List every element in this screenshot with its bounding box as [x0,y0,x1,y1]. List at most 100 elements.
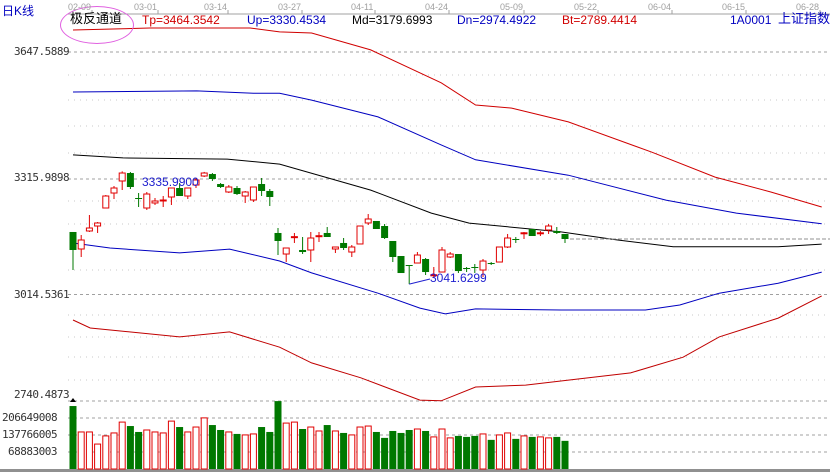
low-annotation-leader [409,278,431,285]
volume-bar-up [118,421,126,470]
md-channel-line [72,154,822,248]
high-annotation: 3335.9900 [142,175,199,189]
volume-bar-down [528,436,536,469]
volume-bar-up [110,432,118,470]
low-annotation: 3041.6299 [430,271,487,285]
dn-value: Dn=2974.4922 [457,13,537,27]
volume-bar-down [454,435,462,469]
volume-bar-up [331,430,339,470]
candle-body-down [561,233,569,239]
candle-body-up [348,246,356,253]
date-tick-label: 04-11 [351,2,374,12]
candle-body-up [249,186,257,201]
candle-body-up [536,232,544,235]
candle-body-down [463,268,471,269]
candle-body-down [69,231,77,250]
candle-body-up [94,222,102,227]
candle-body-up [282,247,290,255]
up-value: Up=3330.4534 [247,13,327,27]
date-tick-label: 05-22 [574,2,598,12]
volume-bar-up [200,417,208,470]
volume-bar-down [405,429,413,469]
volume-bar-down [381,437,389,469]
candle-body-up [143,193,151,209]
volume-bar-down [512,438,520,469]
stock-code: 1A0001 [730,13,772,27]
volume-bar-up [520,435,528,470]
stock-name: 上证指数 [778,11,830,26]
price-label: 3647.5889 [14,45,70,58]
candle-body-up [315,235,323,238]
volume-bar-up [438,428,446,470]
volume-bar-up [151,431,159,470]
volume-bar-down [372,431,380,469]
volume-bar-down [233,433,241,469]
candle-body-down [487,263,495,265]
candle-body-down [405,265,413,267]
date-tick-label: 06-28 [796,2,820,12]
candle-body-down [126,173,134,188]
candle-body-down [274,232,282,241]
volume-bar-up [77,431,85,470]
date-tick-label: 04-24 [425,2,449,12]
candle-body-up [225,186,233,193]
date-tick-label: 03-27 [278,2,302,12]
candle-body-up [438,249,446,273]
candle-body-down [381,226,389,238]
candle-body-down [553,230,561,233]
volume-bar-down [422,430,430,469]
candle-body-up [102,195,110,209]
up-channel-line [72,90,822,225]
tp-value: Tp=3464.3542 [142,13,220,27]
volume-bar-up [430,436,438,470]
volume-bar-down [561,440,569,469]
candle-body-up [430,274,438,277]
candle-body-up [118,172,126,182]
tp-channel-line [72,27,822,208]
candle-body-up [446,253,454,258]
volume-bar-up [356,426,364,470]
volume-bar-up [282,422,290,470]
candle-body-down [340,242,348,248]
candle-body-up [495,246,503,263]
volume-bar-up [348,434,356,470]
candle-body-up [184,187,192,197]
volume-bar-up [413,428,421,470]
candle-body-up [110,187,118,194]
volume-bar-down [323,425,331,469]
candle-body-up [192,179,200,186]
volume-bar-down [299,429,307,469]
volume-bar-down [69,406,77,469]
volume-bar-down [553,436,561,469]
volume-bar-up [192,426,200,470]
volume-bar-up [102,435,110,470]
volume-bar-down [340,432,348,469]
candle-body-down [217,184,225,188]
period-label[interactable]: 日K线 [2,4,35,18]
volume-bar-down [126,426,134,469]
volume-bar-up [536,436,544,470]
volume-bar-down [389,430,397,469]
candle-body-down [397,256,405,274]
volume-bar-up [504,432,512,470]
candle-body-up [504,237,512,248]
volume-bar-up [85,431,93,470]
date-tick-label: 03-14 [204,2,228,12]
volume-bar-down [176,427,184,469]
volume-bar-down [266,431,274,469]
candle-body-down [208,174,216,179]
candle-body-down [454,254,462,272]
candle-body-down [323,232,331,238]
candle-body-up [241,191,249,197]
candle-body-down [135,198,143,199]
volume-bar-up [446,437,454,470]
volume-bar-up [290,421,298,470]
candle-body-up [520,232,528,235]
volume-bar-up [167,420,175,470]
volume-bar-up [225,431,233,470]
candle-body-down [233,188,241,195]
volume-bar-up [143,429,151,470]
indicator-highlight-ellipse [60,6,134,44]
candle-body-down [512,238,520,240]
